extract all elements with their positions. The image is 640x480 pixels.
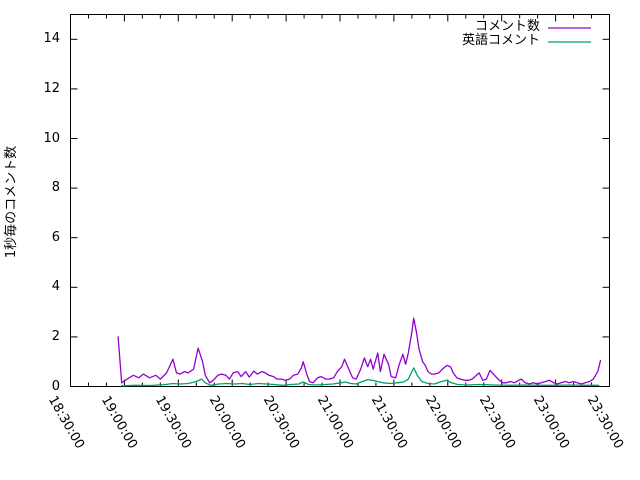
plot-border bbox=[70, 14, 610, 387]
y-tick-label: 6 bbox=[51, 229, 60, 245]
y-tick-label: 4 bbox=[51, 279, 60, 295]
series-line-0 bbox=[117, 317, 602, 385]
y-tick-label: 12 bbox=[43, 80, 60, 96]
legend-label-comment-count: コメント数 bbox=[474, 19, 540, 34]
y-tick-label: 8 bbox=[51, 180, 60, 196]
y-tick-label: 10 bbox=[43, 130, 60, 146]
y-tick-label: 14 bbox=[43, 31, 60, 47]
legend-label-english-comments: 英語コメント bbox=[461, 33, 540, 48]
y-tick-label: 2 bbox=[51, 328, 60, 344]
y-tick-label: 0 bbox=[51, 378, 60, 394]
series-line-1 bbox=[121, 367, 600, 387]
